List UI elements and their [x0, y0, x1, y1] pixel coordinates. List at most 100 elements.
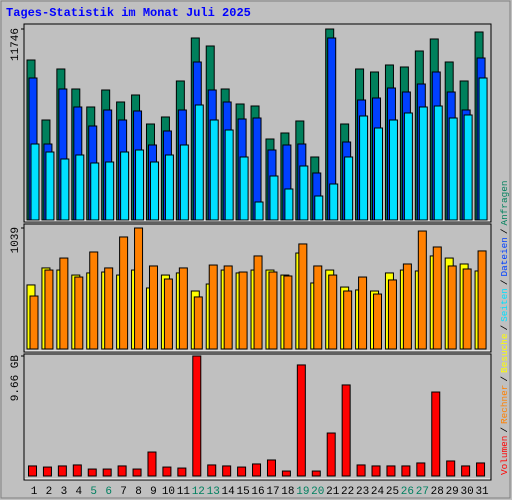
bar	[417, 230, 427, 350]
x-tick-label: 7	[120, 486, 127, 498]
x-tick-label: 3	[61, 486, 68, 498]
bar	[388, 119, 398, 221]
bar	[238, 271, 248, 350]
bar	[463, 114, 473, 221]
legend-entry: Dateien	[499, 237, 510, 276]
x-tick-label: 26	[401, 486, 414, 498]
bar	[373, 293, 383, 350]
bar	[252, 463, 262, 477]
bar	[117, 465, 127, 477]
bar	[268, 271, 278, 350]
legend-separator: /	[499, 325, 510, 331]
bar	[119, 236, 129, 350]
x-tick-label: 31	[475, 486, 489, 498]
legend-separator: /	[499, 427, 510, 433]
x-tick-label: 1	[31, 486, 38, 498]
legend-separator: /	[499, 376, 510, 382]
bar	[147, 451, 157, 477]
bar	[313, 265, 323, 350]
x-tick-label: 18	[281, 486, 294, 498]
x-tick-label: 20	[311, 486, 324, 498]
bar	[45, 151, 55, 221]
bar	[416, 462, 426, 477]
bar	[132, 468, 142, 477]
bar	[418, 106, 428, 221]
bar	[433, 105, 443, 221]
bar	[178, 267, 188, 350]
x-tick-label: 22	[341, 486, 354, 498]
bar	[431, 391, 441, 477]
bar	[446, 460, 456, 477]
bar	[477, 250, 487, 350]
bar	[87, 468, 97, 477]
bar	[341, 384, 351, 477]
bar	[374, 127, 384, 221]
bar	[281, 470, 291, 477]
bar	[57, 465, 67, 477]
bar	[478, 77, 488, 221]
bar	[148, 265, 158, 350]
x-tick-label: 30	[461, 486, 474, 498]
y-tick-label: 1039	[10, 227, 22, 253]
bar	[356, 464, 366, 477]
bar	[223, 265, 233, 350]
bar	[401, 465, 411, 477]
bar	[74, 276, 84, 350]
bar	[311, 470, 321, 477]
x-tick-label: 24	[371, 486, 385, 498]
bar	[447, 265, 457, 350]
bar	[299, 165, 309, 221]
bar	[222, 465, 232, 477]
x-tick-label: 4	[76, 486, 83, 498]
bar	[387, 279, 397, 350]
bar	[476, 462, 486, 477]
bar	[403, 112, 413, 221]
x-tick-label: 13	[207, 486, 220, 498]
bar	[105, 161, 115, 221]
bar	[104, 267, 114, 350]
bar	[462, 268, 472, 350]
bar	[192, 355, 202, 477]
bar	[461, 465, 471, 477]
bar	[284, 188, 294, 221]
bar	[344, 156, 354, 221]
x-tick-label: 21	[326, 486, 340, 498]
x-tick-label: 6	[105, 486, 112, 498]
bar	[194, 104, 204, 221]
bar	[269, 175, 279, 221]
y-tick-label: 9.66 GB	[10, 355, 22, 402]
bar	[44, 269, 54, 350]
bar	[60, 158, 70, 221]
bar	[239, 156, 249, 221]
legend-entry: Rechner	[499, 385, 510, 424]
bar	[29, 295, 39, 350]
bar	[208, 264, 218, 350]
bar	[448, 117, 458, 221]
bar	[162, 466, 172, 477]
bar	[359, 115, 369, 221]
chart-title: Tages-Statistik im Monat Juli 2025	[6, 6, 251, 20]
bar	[193, 296, 203, 350]
bar	[253, 255, 263, 350]
x-tick-label: 16	[251, 486, 264, 498]
x-tick-label: 29	[446, 486, 459, 498]
bar	[328, 274, 338, 350]
bar	[386, 465, 396, 477]
bar	[237, 466, 247, 477]
bar	[177, 467, 187, 477]
x-tick-label: 27	[416, 486, 429, 498]
legend-entry: Besuche	[499, 333, 510, 373]
bar	[283, 275, 293, 350]
bar	[102, 468, 112, 477]
legend-entry: Volumen	[499, 436, 510, 475]
bar	[432, 246, 442, 350]
x-tick-label: 14	[222, 486, 236, 498]
legend-separator: /	[499, 279, 510, 285]
bar	[164, 154, 174, 221]
bar	[28, 465, 37, 477]
legend-entry: Seiten	[499, 288, 510, 322]
bar	[314, 195, 324, 221]
